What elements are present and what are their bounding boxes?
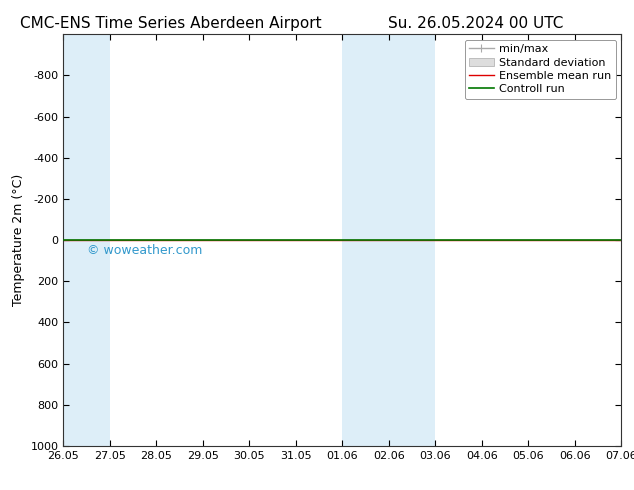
Text: Su. 26.05.2024 00 UTC: Su. 26.05.2024 00 UTC [388,16,563,31]
Y-axis label: Temperature 2m (°C): Temperature 2m (°C) [12,174,25,306]
Bar [342,34,389,446]
Text: © woweather.com: © woweather.com [87,244,202,257]
Legend: min/max, Standard deviation, Ensemble mean run, Controll run: min/max, Standard deviation, Ensemble me… [465,40,616,99]
Bar [389,34,436,446]
Text: CMC-ENS Time Series Aberdeen Airport: CMC-ENS Time Series Aberdeen Airport [20,16,322,31]
Bar [63,34,110,446]
